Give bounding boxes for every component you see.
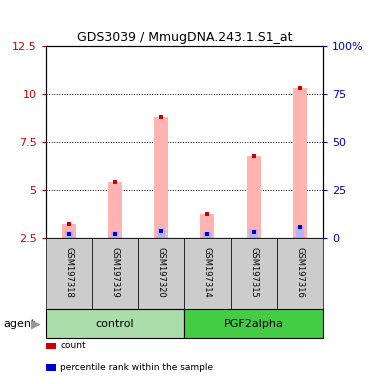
Text: GSM197314: GSM197314 bbox=[203, 247, 212, 298]
Point bbox=[297, 224, 303, 230]
Text: control: control bbox=[96, 318, 134, 329]
Text: GSM197315: GSM197315 bbox=[249, 247, 258, 298]
Text: GSM197319: GSM197319 bbox=[111, 247, 119, 298]
Bar bbox=[184, 309, 323, 338]
Bar bbox=[65, 231, 73, 238]
Title: GDS3039 / MmugDNA.243.1.S1_at: GDS3039 / MmugDNA.243.1.S1_at bbox=[76, 30, 292, 43]
Bar bbox=[293, 88, 307, 238]
Point bbox=[204, 211, 211, 217]
Point bbox=[158, 228, 164, 234]
Bar bbox=[203, 232, 212, 238]
Bar bbox=[92, 238, 138, 309]
Bar bbox=[46, 309, 184, 338]
Text: ▶: ▶ bbox=[31, 317, 41, 330]
Bar bbox=[296, 226, 304, 238]
Bar bbox=[277, 238, 323, 309]
Text: GSM197320: GSM197320 bbox=[157, 247, 166, 298]
Bar bbox=[157, 227, 165, 238]
Bar bbox=[46, 238, 92, 309]
Bar bbox=[231, 238, 277, 309]
Bar bbox=[138, 238, 184, 309]
Point bbox=[66, 220, 72, 227]
Text: agent: agent bbox=[4, 318, 36, 329]
Point bbox=[112, 179, 118, 185]
Point bbox=[204, 231, 211, 237]
Bar bbox=[184, 238, 231, 309]
Bar bbox=[154, 117, 168, 238]
Bar bbox=[201, 214, 214, 238]
Text: count: count bbox=[60, 341, 86, 351]
Point bbox=[250, 228, 256, 235]
Bar bbox=[108, 182, 122, 238]
Point bbox=[112, 231, 118, 237]
Bar bbox=[250, 229, 258, 238]
Point bbox=[66, 231, 72, 237]
Text: percentile rank within the sample: percentile rank within the sample bbox=[60, 362, 213, 372]
Point bbox=[158, 114, 164, 120]
Point bbox=[297, 85, 303, 91]
Point bbox=[250, 152, 256, 159]
Text: GSM197316: GSM197316 bbox=[295, 247, 304, 298]
Text: GSM197318: GSM197318 bbox=[64, 247, 73, 298]
Text: PGF2alpha: PGF2alpha bbox=[224, 318, 283, 329]
Bar bbox=[111, 231, 119, 238]
Bar bbox=[247, 156, 261, 238]
Bar bbox=[62, 223, 76, 238]
